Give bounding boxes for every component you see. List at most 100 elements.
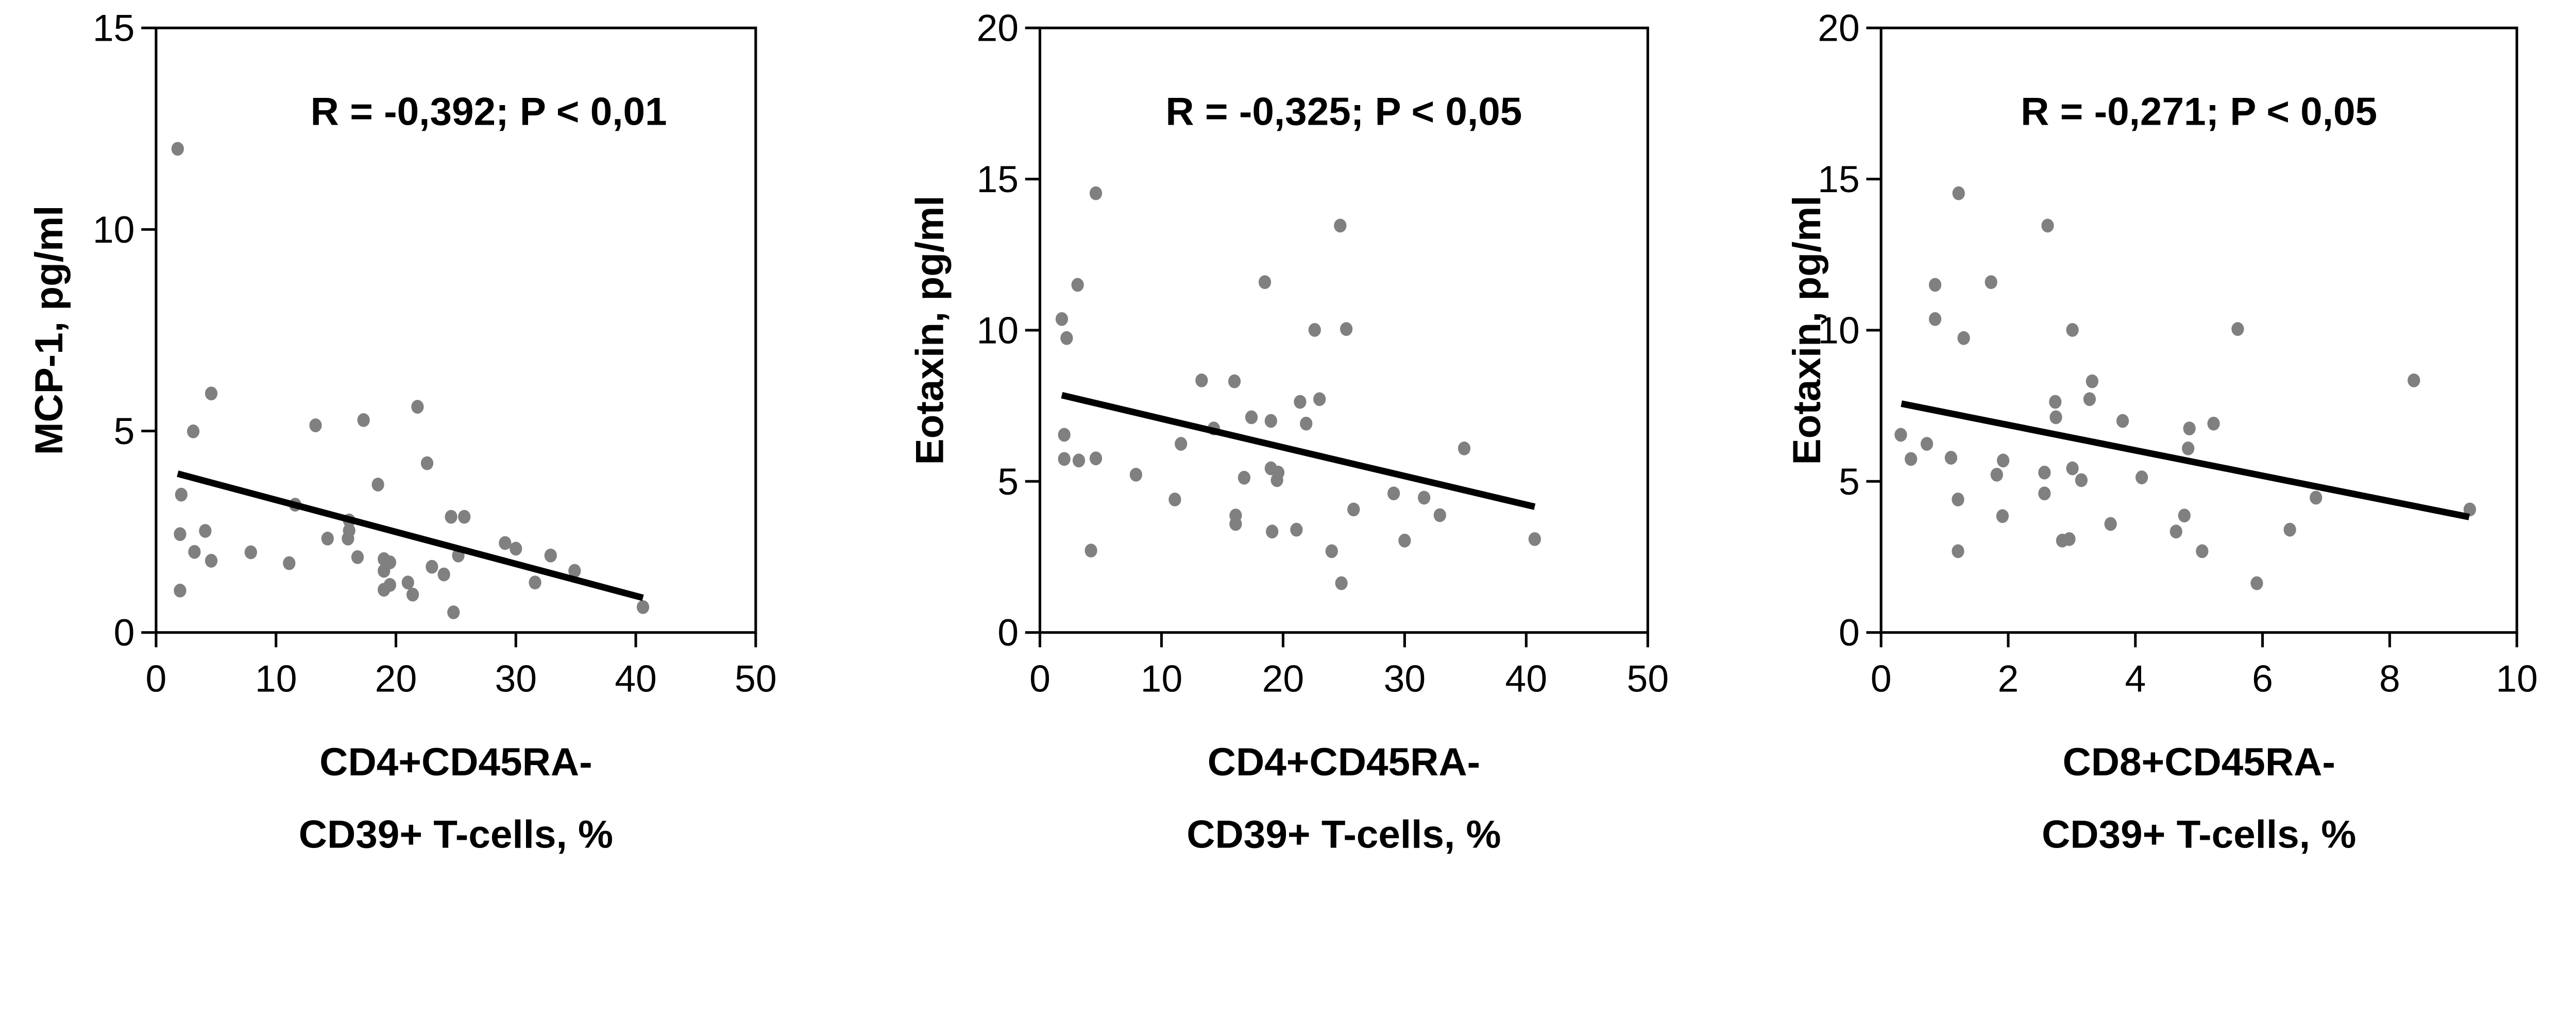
y-tick-label: 10 bbox=[976, 309, 1019, 351]
data-point bbox=[2041, 218, 2054, 233]
x-axis-label-line-1: CD4+CD45RA- bbox=[1208, 740, 1480, 784]
data-point bbox=[1258, 275, 1272, 290]
data-point bbox=[445, 510, 457, 524]
y-axis-label: MCP-1, pg/ml bbox=[27, 206, 71, 455]
data-point bbox=[1335, 576, 1348, 590]
data-point bbox=[1308, 323, 1321, 337]
y-tick-label: 10 bbox=[93, 209, 135, 251]
data-point bbox=[321, 532, 334, 546]
y-tick-label: 15 bbox=[976, 158, 1019, 200]
x-tick-label: 4 bbox=[2125, 657, 2146, 700]
data-point bbox=[1175, 437, 1188, 451]
data-point bbox=[205, 554, 218, 568]
data-point bbox=[174, 527, 187, 541]
data-point bbox=[1264, 414, 1277, 428]
data-point bbox=[1334, 218, 1347, 233]
data-point bbox=[401, 575, 414, 590]
data-point bbox=[1418, 490, 1431, 505]
y-tick-label: 5 bbox=[114, 410, 135, 452]
data-point bbox=[1089, 451, 1103, 466]
x-tick-label: 20 bbox=[1262, 657, 1304, 700]
data-point bbox=[2063, 532, 2076, 546]
data-point bbox=[1228, 374, 1241, 388]
correlation-annotation: R = -0,271; P < 0,05 bbox=[2021, 90, 2377, 133]
data-point bbox=[1398, 533, 1411, 548]
regression-line bbox=[177, 470, 644, 601]
data-point bbox=[1944, 451, 1957, 465]
data-point bbox=[2049, 410, 2062, 425]
x-tick-label: 8 bbox=[2379, 657, 2400, 700]
x-tick-label: 0 bbox=[1871, 657, 1892, 700]
data-point bbox=[2135, 470, 2148, 485]
data-point bbox=[1952, 544, 1964, 558]
data-point bbox=[1245, 410, 1258, 425]
x-tick-label: 30 bbox=[495, 657, 537, 700]
data-point bbox=[2231, 322, 2244, 336]
data-point bbox=[2463, 502, 2476, 517]
x-axis-label-line-1: CD4+CD45RA- bbox=[319, 740, 592, 784]
data-point bbox=[2075, 473, 2088, 487]
chart-2: 0 10 20 30 40 50 0 5 10 15 20 CD4+CD45RA- CD39+ T-ce… bbox=[908, 7, 1669, 857]
data-point bbox=[1055, 312, 1069, 326]
y-tick-label: 20 bbox=[976, 7, 1019, 49]
data-point bbox=[2182, 441, 2195, 455]
data-point bbox=[1294, 395, 1307, 409]
data-point bbox=[244, 545, 257, 560]
data-point bbox=[1060, 331, 1073, 345]
data-point bbox=[371, 478, 384, 491]
data-point bbox=[1433, 508, 1446, 522]
data-point bbox=[1928, 278, 1942, 292]
data-point bbox=[406, 587, 419, 602]
data-point bbox=[1129, 468, 1143, 482]
data-point bbox=[187, 424, 200, 438]
x-tick-label: 10 bbox=[1141, 657, 1183, 700]
x-tick-label: 50 bbox=[735, 657, 777, 700]
data-point bbox=[437, 567, 450, 582]
y-tick-label: 0 bbox=[1839, 612, 1860, 654]
data-point bbox=[383, 578, 396, 592]
y-tick-label: 5 bbox=[1839, 461, 1860, 503]
data-point bbox=[1985, 275, 1997, 290]
x-axis-label-line-1: CD8+CD45RA- bbox=[2062, 740, 2335, 784]
data-point bbox=[2408, 373, 2420, 387]
data-point bbox=[283, 556, 296, 570]
regression-line bbox=[1061, 392, 1536, 510]
data-point bbox=[1229, 517, 1242, 531]
data-point bbox=[2083, 392, 2096, 406]
data-point bbox=[174, 583, 187, 598]
data-point bbox=[357, 413, 370, 427]
x-axis-label-line-2: CD39+ T-cells, % bbox=[1187, 812, 1501, 856]
y-tick-label: 20 bbox=[1818, 7, 1860, 49]
data-point bbox=[2283, 522, 2296, 537]
plot-frame bbox=[155, 26, 757, 634]
data-point bbox=[1340, 322, 1353, 336]
data-point bbox=[2170, 524, 2182, 539]
data-point bbox=[1266, 524, 1279, 539]
data-point bbox=[529, 575, 541, 590]
data-point bbox=[2207, 416, 2220, 431]
data-point bbox=[1058, 428, 1071, 442]
data-point bbox=[2178, 508, 2191, 523]
data-point bbox=[1300, 416, 1313, 431]
data-point bbox=[1071, 278, 1084, 292]
x-tick-label: 10 bbox=[255, 657, 297, 700]
data-point bbox=[1058, 452, 1071, 466]
x-tick-label: 30 bbox=[1384, 657, 1426, 700]
data-point bbox=[2066, 461, 2079, 476]
data-point bbox=[1195, 373, 1208, 387]
data-point bbox=[420, 456, 434, 470]
data-point bbox=[411, 400, 424, 414]
data-point bbox=[1996, 509, 2009, 523]
data-point bbox=[1084, 544, 1097, 558]
data-point bbox=[1290, 522, 1303, 537]
data-point bbox=[351, 550, 364, 564]
x-axis-label-line-2: CD39+ T-cells, % bbox=[299, 812, 613, 856]
data-point bbox=[205, 386, 218, 401]
data-point bbox=[1928, 312, 1942, 326]
data-point bbox=[1313, 392, 1326, 406]
y-tick-label: 0 bbox=[997, 612, 1019, 654]
data-point bbox=[1347, 502, 1360, 517]
data-point bbox=[2196, 544, 2209, 558]
data-point bbox=[1458, 441, 1471, 455]
data-point bbox=[1270, 473, 1283, 487]
